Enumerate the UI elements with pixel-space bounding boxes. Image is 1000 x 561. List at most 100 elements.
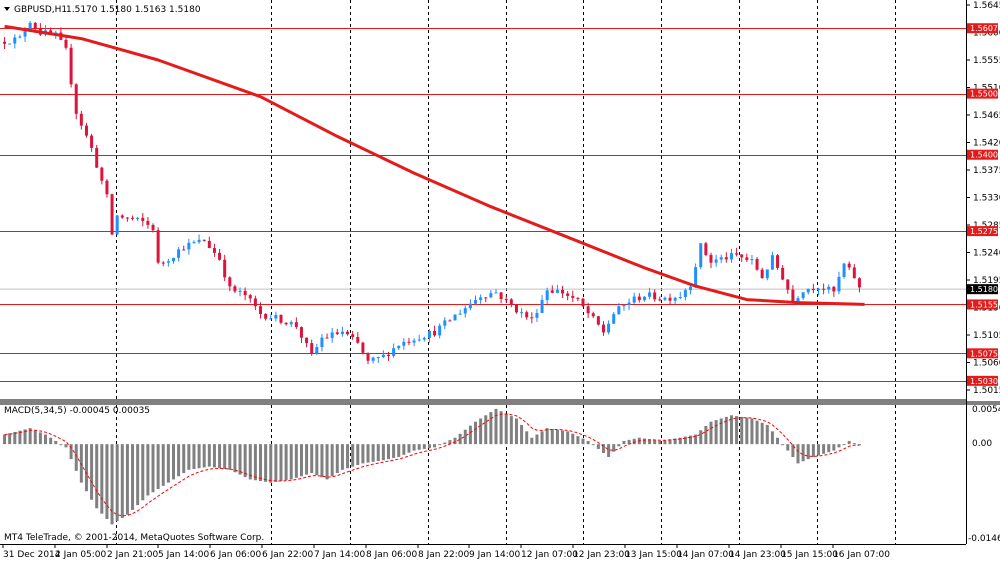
macd-bar: [171, 444, 175, 480]
macd-bar: [136, 444, 140, 506]
macd-bar: [402, 444, 406, 455]
macd-bar: [847, 440, 851, 445]
macd-bar: [504, 413, 508, 445]
candle-body: [842, 263, 846, 277]
candle-body: [791, 289, 795, 302]
macd-bar: [407, 444, 411, 453]
candle-body: [474, 300, 478, 304]
candle-body: [832, 286, 836, 292]
macd-bar: [648, 439, 652, 445]
level-tag: [967, 348, 998, 359]
macd-bar: [120, 444, 124, 518]
y-tick-label: 1.5465: [973, 111, 1000, 121]
x-tick-label: 16 Jan 07:00: [833, 550, 890, 560]
candle-body: [781, 267, 785, 280]
macd-bar: [561, 430, 565, 445]
macd-bar: [284, 444, 288, 481]
macd-bar: [417, 444, 421, 450]
y-tick-label: 1.5060: [973, 359, 1000, 369]
level-tag: [967, 149, 998, 160]
macd-bar: [781, 444, 785, 446]
chart-header[interactable]: GBPUSD,H1 1.5170 1.5180 1.5163 1.5180: [4, 5, 201, 15]
candle-body: [386, 354, 390, 356]
symbol-label: GBPUSD,H1: [14, 5, 67, 15]
macd-bar: [74, 444, 78, 471]
candle-body: [520, 312, 524, 314]
macd-bar: [842, 444, 846, 446]
macd-bar: [131, 444, 135, 510]
moving-average: [4, 24, 865, 306]
candle-body: [540, 300, 544, 313]
candle-body: [729, 253, 733, 260]
macd-bar: [750, 418, 754, 445]
candle-body: [438, 325, 442, 336]
macd-bar: [371, 444, 375, 462]
macd-bar: [335, 444, 339, 474]
candle-body: [786, 279, 790, 290]
macd-bar: [310, 444, 314, 474]
macd-bar: [576, 436, 580, 445]
macd-bar: [801, 444, 805, 462]
grid-lines: [0, 0, 966, 544]
candle-body: [504, 299, 508, 301]
macd-bar: [458, 433, 462, 445]
level-tag: [967, 299, 998, 310]
macd-bar: [381, 444, 385, 461]
candle-body: [315, 347, 319, 354]
macd-bar: [642, 438, 646, 445]
macd-bar: [202, 444, 206, 468]
candle-body: [156, 230, 160, 263]
macd-bar: [745, 417, 749, 445]
x-tick-label: 8 Jan 06:00: [366, 550, 418, 560]
macd-bar: [361, 444, 365, 464]
x-tick-label: 5 Jan 14:00: [158, 550, 210, 560]
candle-body: [202, 239, 206, 241]
candle-body: [811, 288, 815, 291]
y-tick-label: 1.5330: [973, 194, 1000, 204]
macd-bar: [791, 444, 795, 457]
macd-bar: [351, 444, 355, 467]
candle-body: [689, 286, 693, 291]
candle-body: [238, 290, 242, 292]
y-tick-label: 1.5555: [973, 56, 1000, 66]
triangle-down-icon[interactable]: [4, 7, 10, 11]
macd-bar: [187, 444, 191, 470]
candle-body: [146, 220, 150, 225]
macd-bar: [274, 444, 278, 482]
macd-bar: [433, 444, 437, 448]
candle-body: [601, 324, 605, 333]
macd-bar: [243, 444, 247, 478]
macd-bar: [253, 444, 257, 481]
candle-body: [136, 217, 140, 219]
candle-body: [642, 296, 646, 301]
level-tag: [967, 88, 998, 99]
candle-body: [243, 290, 247, 296]
macd-bar: [591, 444, 595, 446]
macd-bar: [765, 424, 769, 445]
candle-body: [417, 339, 421, 341]
macd-bar: [479, 418, 483, 445]
macd-bar: [366, 444, 370, 463]
candle-body: [673, 297, 677, 301]
price-axis[interactable]: 1.5645 1.5600 1.5555 1.5510 1.5465 1.5420 1.53…: [966, 1, 1000, 396]
candle-body: [617, 306, 621, 315]
macd-bar: [3, 434, 7, 445]
panel-separator[interactable]: [0, 401, 1000, 405]
y-tick-label: 1.5240: [973, 249, 1000, 259]
macd-bar: [586, 440, 590, 445]
candle-body: [514, 304, 518, 313]
candle-body: [151, 224, 155, 231]
macd-bar: [468, 425, 472, 445]
y-tick-label: 1.5195: [973, 276, 1000, 286]
macd-bar: [392, 444, 396, 459]
macd-bar: [90, 444, 94, 500]
x-tick-label: 14 Jan 07:00: [677, 550, 734, 560]
macd-bar: [141, 444, 145, 501]
y-tick-label: 1.5375: [973, 166, 1000, 176]
macd-bar: [453, 437, 457, 445]
x-tick-label: 31 Dec 2014: [3, 550, 61, 560]
macd-bar: [269, 444, 273, 483]
candle-body: [74, 84, 78, 114]
macd-bar: [535, 434, 539, 445]
